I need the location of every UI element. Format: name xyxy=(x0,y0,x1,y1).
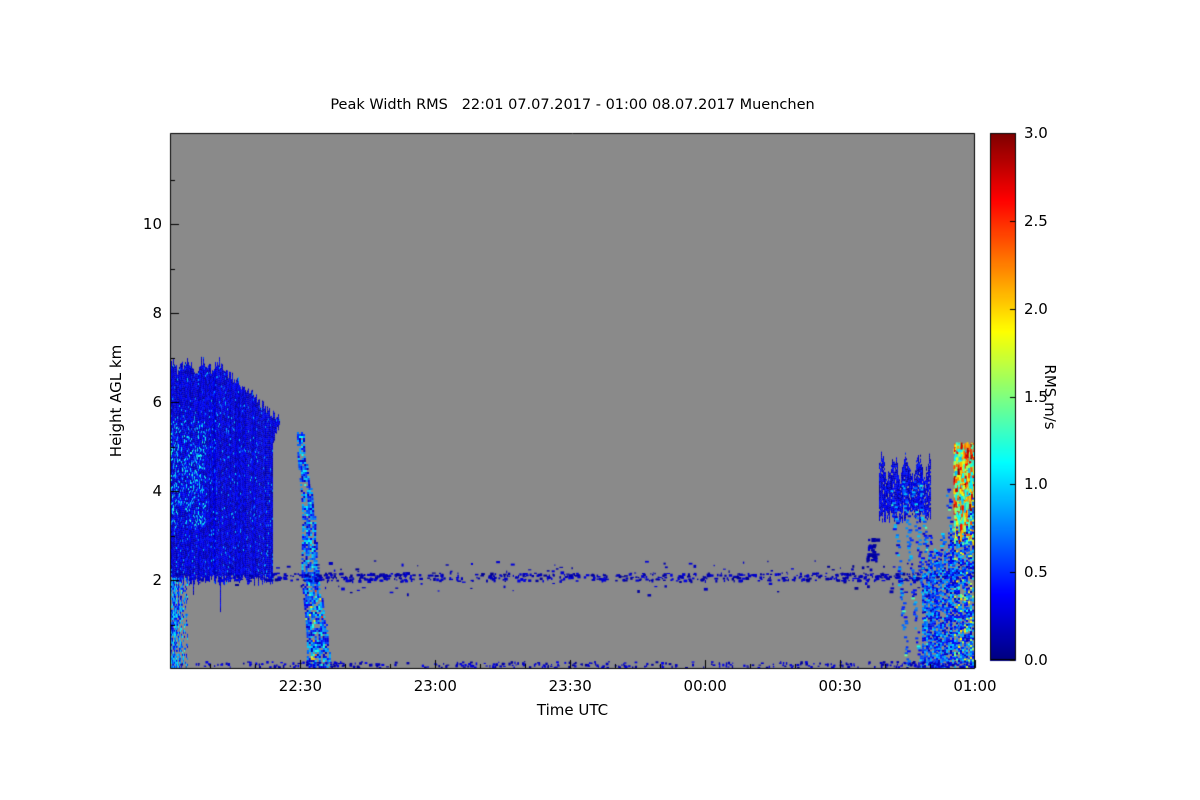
x-tick-label: 00:30 xyxy=(818,677,862,695)
x-tick-label: 23:30 xyxy=(548,677,592,695)
x-axis-label: Time UTC xyxy=(536,701,609,719)
x-tick-label: 23:00 xyxy=(413,677,457,695)
y-tick-label: 4 xyxy=(152,482,162,501)
y-tick-label: 2 xyxy=(152,571,162,590)
x-tick-label: 01:00 xyxy=(953,677,997,695)
x-tick-label: 00:00 xyxy=(683,677,727,695)
y-tick-label: 10 xyxy=(142,215,162,234)
colorbar-tick-label: 2.0 xyxy=(1024,299,1048,318)
y-tick-label: 6 xyxy=(152,393,162,412)
colorbar-tick-label: 2.5 xyxy=(1024,211,1048,230)
colorbar-tick-label: 0.0 xyxy=(1024,651,1048,669)
chart-title: Peak Width RMS 22:01 07.07.2017 - 01:00 … xyxy=(330,97,815,113)
colorbar-tick-label: 1.0 xyxy=(1024,475,1048,494)
x-tick-label: 22:30 xyxy=(278,677,323,695)
y-tick-label: 8 xyxy=(152,304,162,323)
colorbar-tick-label: 0.5 xyxy=(1024,563,1048,582)
colorbar-tick-label: 3.0 xyxy=(1024,124,1048,142)
colorbar-tick-label: 1.5 xyxy=(1024,387,1048,406)
